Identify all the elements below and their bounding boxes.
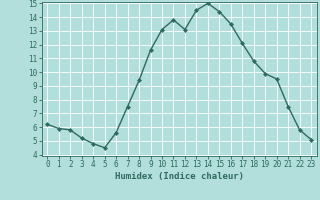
X-axis label: Humidex (Indice chaleur): Humidex (Indice chaleur) [115,172,244,181]
